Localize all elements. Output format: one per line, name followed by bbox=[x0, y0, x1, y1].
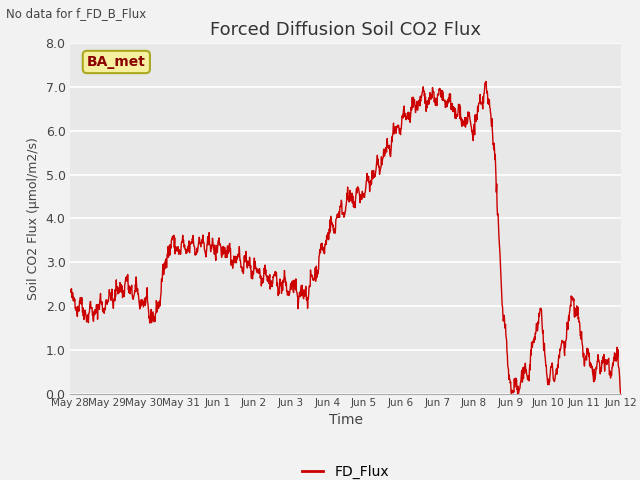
Title: Forced Diffusion Soil CO2 Flux: Forced Diffusion Soil CO2 Flux bbox=[210, 21, 481, 39]
Legend: FD_Flux: FD_Flux bbox=[297, 459, 394, 480]
Text: No data for f_FD_B_Flux: No data for f_FD_B_Flux bbox=[6, 7, 147, 20]
X-axis label: Time: Time bbox=[328, 413, 363, 427]
Y-axis label: Soil CO2 Flux (μmol/m2/s): Soil CO2 Flux (μmol/m2/s) bbox=[27, 137, 40, 300]
Text: BA_met: BA_met bbox=[87, 55, 146, 69]
